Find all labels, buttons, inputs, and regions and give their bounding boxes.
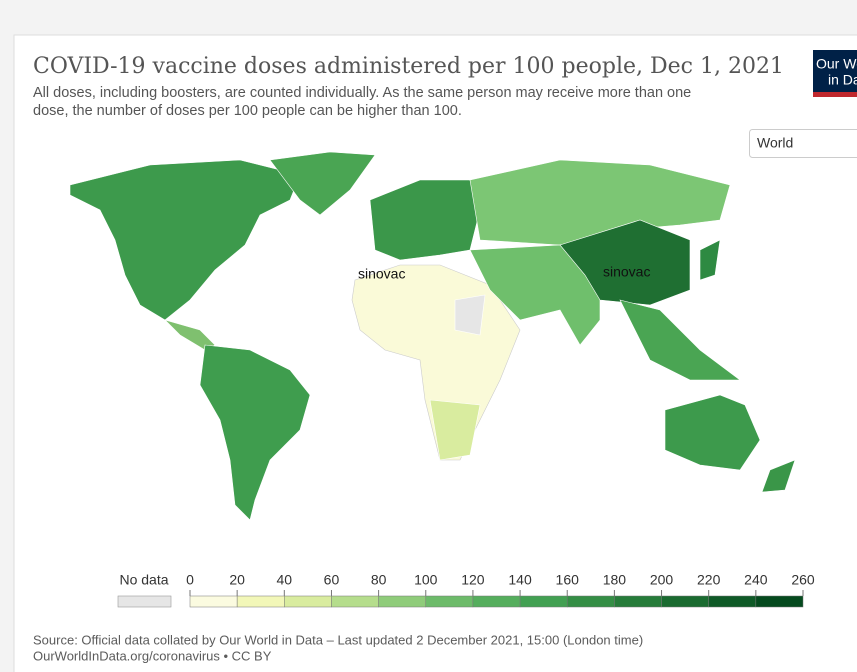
select-box[interactable] <box>749 129 857 158</box>
logo-text: in Data <box>828 72 857 88</box>
legend-no-data-label: No data <box>119 572 168 588</box>
annotation: sinovac <box>603 264 650 280</box>
legend-bin <box>189 595 238 608</box>
legend-tick-label: 240 <box>744 572 768 588</box>
legend-tick-label: 200 <box>650 572 674 588</box>
legend-tick-label: 20 <box>229 572 245 588</box>
country[interactable] <box>699 239 721 281</box>
legend-tick-label: 220 <box>697 572 721 588</box>
country[interactable] <box>199 344 311 521</box>
country[interactable] <box>269 151 376 216</box>
country[interactable] <box>761 459 796 493</box>
legend-no-data-swatch <box>117 595 172 608</box>
country[interactable] <box>664 394 761 471</box>
country[interactable] <box>454 294 486 336</box>
source-link[interactable]: OurWorldInData.org/coronavirus • CC BY <box>33 648 272 663</box>
logo-box <box>813 50 857 92</box>
legend-bin <box>755 595 804 608</box>
region-select[interactable]: World <box>749 129 857 158</box>
legend-bin <box>708 595 757 608</box>
annotation: sinovac <box>358 266 405 282</box>
legend-tick-label: 260 <box>791 572 815 588</box>
legend-bin <box>566 595 615 608</box>
legend-bin <box>519 595 568 608</box>
country[interactable] <box>429 399 481 461</box>
logo-text: Our World <box>816 56 857 72</box>
legend-tick-label: 80 <box>371 572 387 588</box>
map <box>69 151 796 521</box>
legend: No data 0 20 40 60 80 100 120 140 160 180 200 220 24… <box>117 572 815 608</box>
legend-tick-label: 40 <box>277 572 293 588</box>
legend-tick-label: 180 <box>603 572 627 588</box>
country[interactable] <box>619 299 741 381</box>
legend-bin <box>661 595 709 608</box>
legend-bin <box>425 595 474 608</box>
legend-tick-label: 160 <box>556 572 580 588</box>
legend-bin <box>472 595 521 608</box>
legend-bin <box>331 595 379 608</box>
legend-bin <box>614 595 662 608</box>
logo-bar <box>813 92 857 97</box>
legend-tick-label: 60 <box>324 572 340 588</box>
title: COVID-19 vaccine doses administered per … <box>33 54 784 79</box>
subtitle: All doses, including boosters, are count… <box>33 85 691 101</box>
logo: Our World in Data <box>813 50 857 97</box>
legend-bin <box>236 595 285 608</box>
legend-tick-label: 140 <box>508 572 532 588</box>
legend-bin <box>284 595 332 608</box>
select-value[interactable]: World <box>757 135 793 151</box>
legend-tick-label: 100 <box>414 572 438 588</box>
country[interactable] <box>559 219 691 306</box>
subtitle: dose, the number of doses per 100 people… <box>33 103 462 119</box>
country[interactable] <box>69 159 301 321</box>
country[interactable] <box>469 159 731 246</box>
legend-tick-label: 0 <box>186 572 194 588</box>
source: Source: Official data collated by Our Wo… <box>33 632 643 647</box>
legend-bin <box>378 595 427 608</box>
legend-tick-label: 120 <box>461 572 485 588</box>
